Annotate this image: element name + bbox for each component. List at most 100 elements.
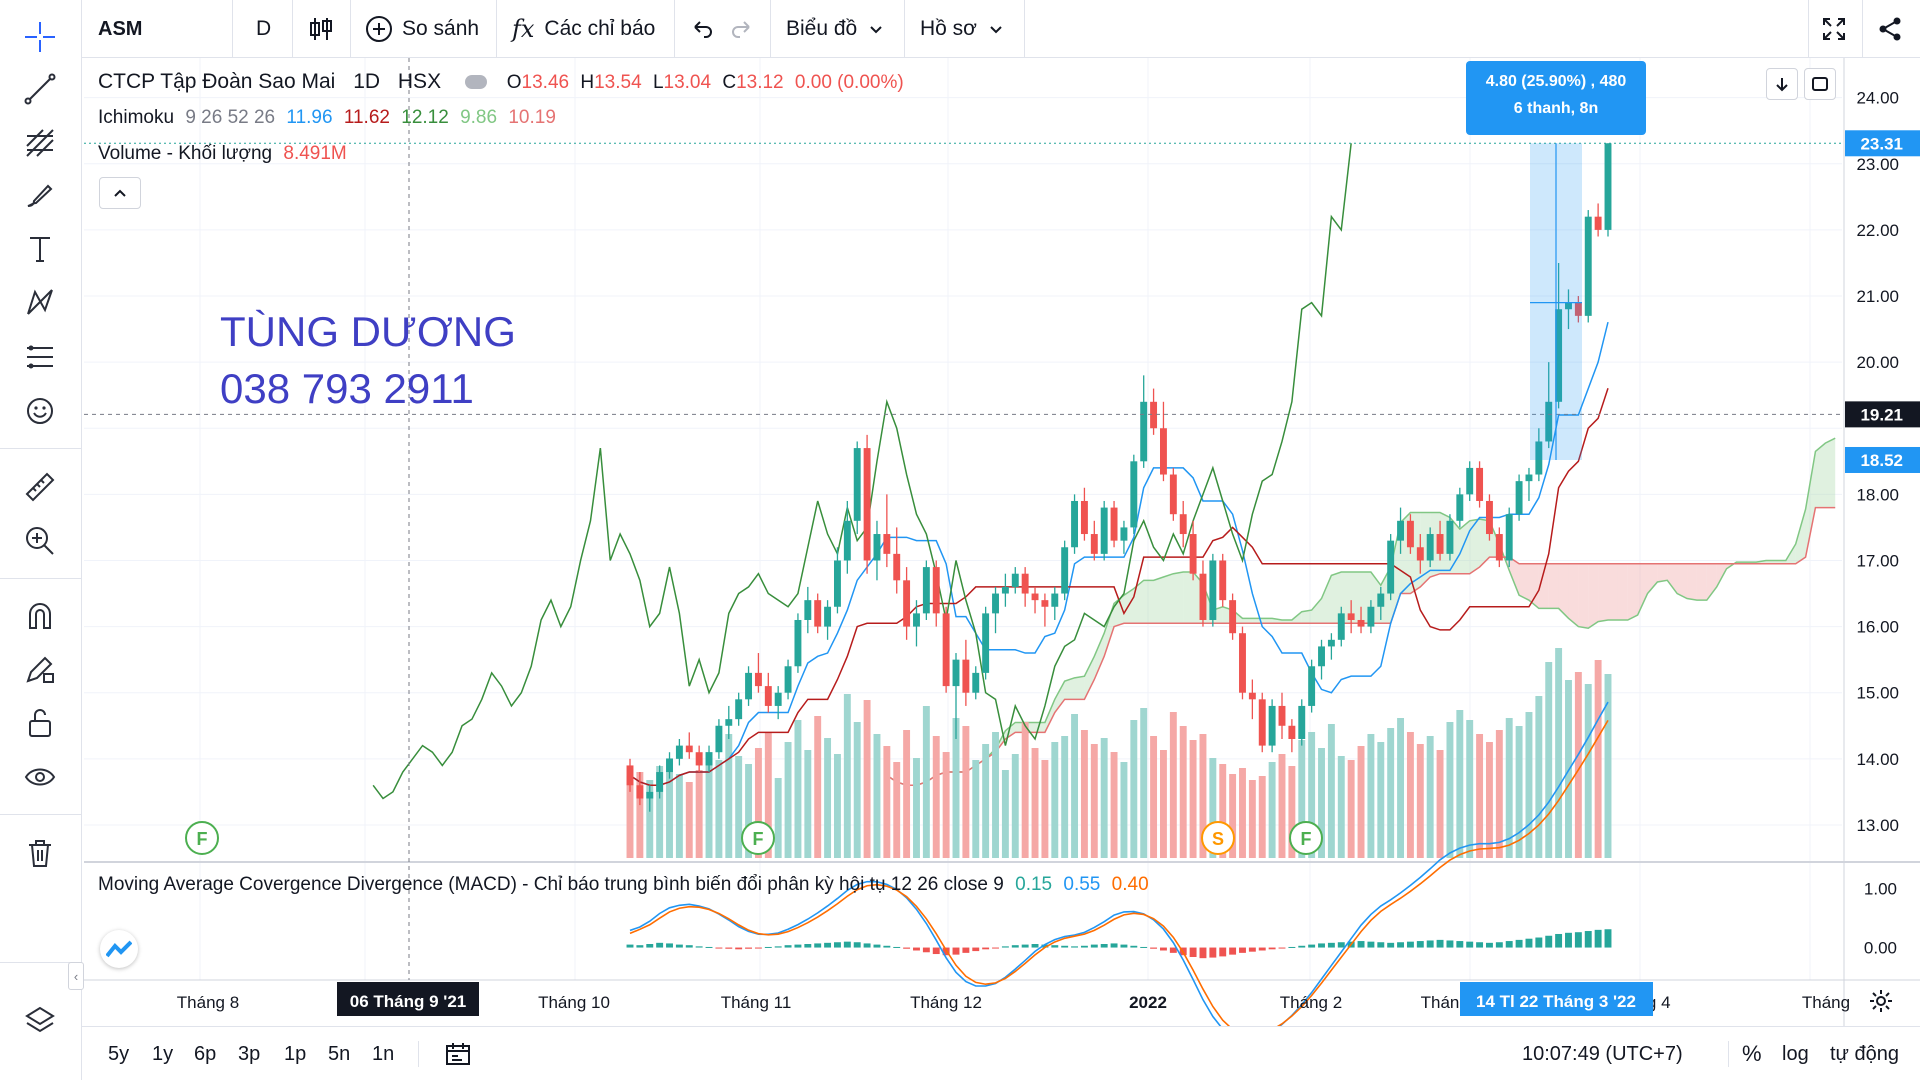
object-tree-button[interactable] bbox=[16, 998, 64, 1044]
macd-hist-bar bbox=[1377, 942, 1385, 948]
percent-toggle[interactable]: % bbox=[1742, 1041, 1762, 1066]
volume-bar bbox=[1051, 742, 1059, 858]
candle-body bbox=[725, 719, 733, 726]
collapse-legend-button[interactable] bbox=[99, 177, 141, 209]
lock-tool[interactable] bbox=[16, 700, 64, 746]
macd-hist-bar bbox=[853, 942, 861, 948]
time-tick-label: Tháng 10 bbox=[538, 993, 610, 1012]
open-label: O bbox=[506, 72, 522, 93]
macd-legend[interactable]: Moving Average Covergence Divergence (MA… bbox=[98, 874, 1155, 896]
pitchfork-icon bbox=[26, 129, 54, 157]
volume-bar bbox=[1199, 734, 1207, 858]
indicators-button[interactable]: fx Các chỉ báo bbox=[512, 0, 655, 58]
undo-button[interactable] bbox=[690, 0, 714, 58]
crosshair-tool[interactable] bbox=[16, 14, 64, 60]
candle-body bbox=[1555, 309, 1563, 402]
range-5y[interactable]: 5y bbox=[108, 1042, 130, 1065]
profile-menu-button[interactable]: Hồ sơ bbox=[920, 0, 1005, 58]
macd-hist-bar bbox=[695, 946, 703, 948]
clock-readout[interactable]: 10:07:49 (UTC+7) bbox=[1522, 1042, 1683, 1065]
goto-date-button[interactable] bbox=[444, 1027, 472, 1081]
candle-body bbox=[1150, 401, 1158, 429]
cloud-segment bbox=[1509, 557, 1520, 596]
candle-body bbox=[1298, 705, 1306, 739]
cloud-segment bbox=[1805, 451, 1816, 558]
macd-hist-bar bbox=[1061, 945, 1069, 948]
candle-body bbox=[1406, 520, 1414, 548]
legend-toggle[interactable] bbox=[464, 75, 487, 90]
macd-line-value: 0.55 bbox=[1063, 874, 1101, 895]
candle-body bbox=[675, 745, 683, 759]
measure-tool[interactable] bbox=[16, 464, 64, 510]
macd-hist-bar bbox=[666, 943, 673, 948]
measure-tooltip: 4.80 (25.90%) , 480 6 thanh, 8n bbox=[1466, 61, 1646, 135]
ichimoku-legend[interactable]: Ichimoku 9 26 52 26 11.96 11.62 12.12 9.… bbox=[98, 107, 562, 129]
compare-button[interactable]: So sánh bbox=[364, 0, 479, 58]
divider bbox=[1862, 0, 1863, 58]
volume-bar bbox=[1406, 732, 1414, 858]
share-button[interactable] bbox=[1876, 0, 1904, 58]
chart-menu-button[interactable]: Biểu đồ bbox=[786, 0, 885, 58]
macd-hist-bar bbox=[685, 945, 693, 948]
macd-hist-bar bbox=[1446, 940, 1454, 948]
collapse-left-arrow[interactable]: ‹ bbox=[68, 962, 84, 990]
symbol-title[interactable]: CTCP Tập Đoàn Sao Mai bbox=[98, 70, 336, 93]
macd-hist-bar bbox=[1051, 945, 1059, 948]
candle-body bbox=[715, 725, 723, 753]
trend-line-tool[interactable] bbox=[16, 66, 64, 112]
range-1y[interactable]: 1y bbox=[152, 1042, 174, 1065]
log-toggle[interactable]: log bbox=[1782, 1042, 1809, 1065]
candle-style-button[interactable] bbox=[308, 0, 334, 58]
fib-tool[interactable] bbox=[16, 120, 64, 166]
divider bbox=[292, 0, 293, 58]
range-6m[interactable]: 6p bbox=[194, 1042, 217, 1065]
tradingview-logo[interactable] bbox=[100, 930, 138, 968]
divider bbox=[0, 962, 82, 963]
macd-label: Moving Average Covergence Divergence (MA… bbox=[98, 874, 1004, 895]
candle-body bbox=[666, 758, 673, 773]
range-3m[interactable]: 3p bbox=[238, 1042, 261, 1065]
candle-body bbox=[1446, 520, 1454, 554]
hide-drawings-tool[interactable] bbox=[16, 754, 64, 800]
fullscreen-button[interactable] bbox=[1820, 0, 1848, 58]
divider bbox=[350, 0, 351, 58]
maximize-pane-button[interactable] bbox=[1804, 68, 1836, 100]
open-value: 13.46 bbox=[521, 72, 570, 93]
macd-hist-bar bbox=[715, 947, 723, 949]
volume-bar bbox=[1258, 776, 1266, 858]
macd-hist-bar bbox=[1397, 942, 1405, 948]
text-tool[interactable] bbox=[16, 226, 64, 272]
candle-body bbox=[656, 772, 664, 792]
redo-button[interactable] bbox=[730, 0, 754, 58]
brush-tool[interactable] bbox=[16, 172, 64, 218]
macd-hist-bar bbox=[1011, 945, 1019, 948]
volume-bar bbox=[1308, 732, 1316, 858]
scroll-down-button[interactable] bbox=[1766, 68, 1798, 100]
settings-button[interactable] bbox=[1866, 986, 1896, 1016]
candle-body bbox=[1051, 593, 1059, 607]
range-1m[interactable]: 1p bbox=[284, 1042, 307, 1065]
candle-body bbox=[1061, 547, 1069, 594]
pattern-tool[interactable] bbox=[16, 280, 64, 326]
price-chart[interactable]: F F S F 24.00 23.00 22.00 21.00 20.00 18.00 17.00… bbox=[0, 0, 1920, 1026]
volume-bar bbox=[1100, 738, 1108, 858]
symbol-search-button[interactable]: ASM bbox=[98, 17, 143, 40]
prediction-tool[interactable] bbox=[16, 334, 64, 380]
auto-scale-toggle[interactable]: tự động bbox=[1830, 1042, 1899, 1065]
cloud-segment bbox=[1775, 560, 1786, 564]
volume-bar bbox=[1159, 750, 1167, 858]
macd-hist-bar bbox=[646, 944, 654, 948]
top-toolbar: ASM D So sánh fx Các chỉ báo Biểu đồ Hồ … bbox=[0, 0, 1920, 58]
magnet-tool[interactable] bbox=[16, 592, 64, 638]
zoom-in-tool[interactable] bbox=[16, 518, 64, 564]
icons-tool[interactable] bbox=[16, 388, 64, 434]
lock-drawings-tool[interactable] bbox=[16, 646, 64, 692]
volume-legend[interactable]: Volume - Khối lượng 8.491M bbox=[98, 143, 353, 165]
delete-tool[interactable] bbox=[16, 830, 64, 876]
volume-bar bbox=[853, 722, 861, 858]
macd-hist-bar bbox=[1535, 937, 1543, 948]
range-5d[interactable]: 5n bbox=[328, 1042, 351, 1065]
range-1d[interactable]: 1n bbox=[372, 1042, 395, 1065]
interval-button[interactable]: D bbox=[256, 17, 272, 40]
